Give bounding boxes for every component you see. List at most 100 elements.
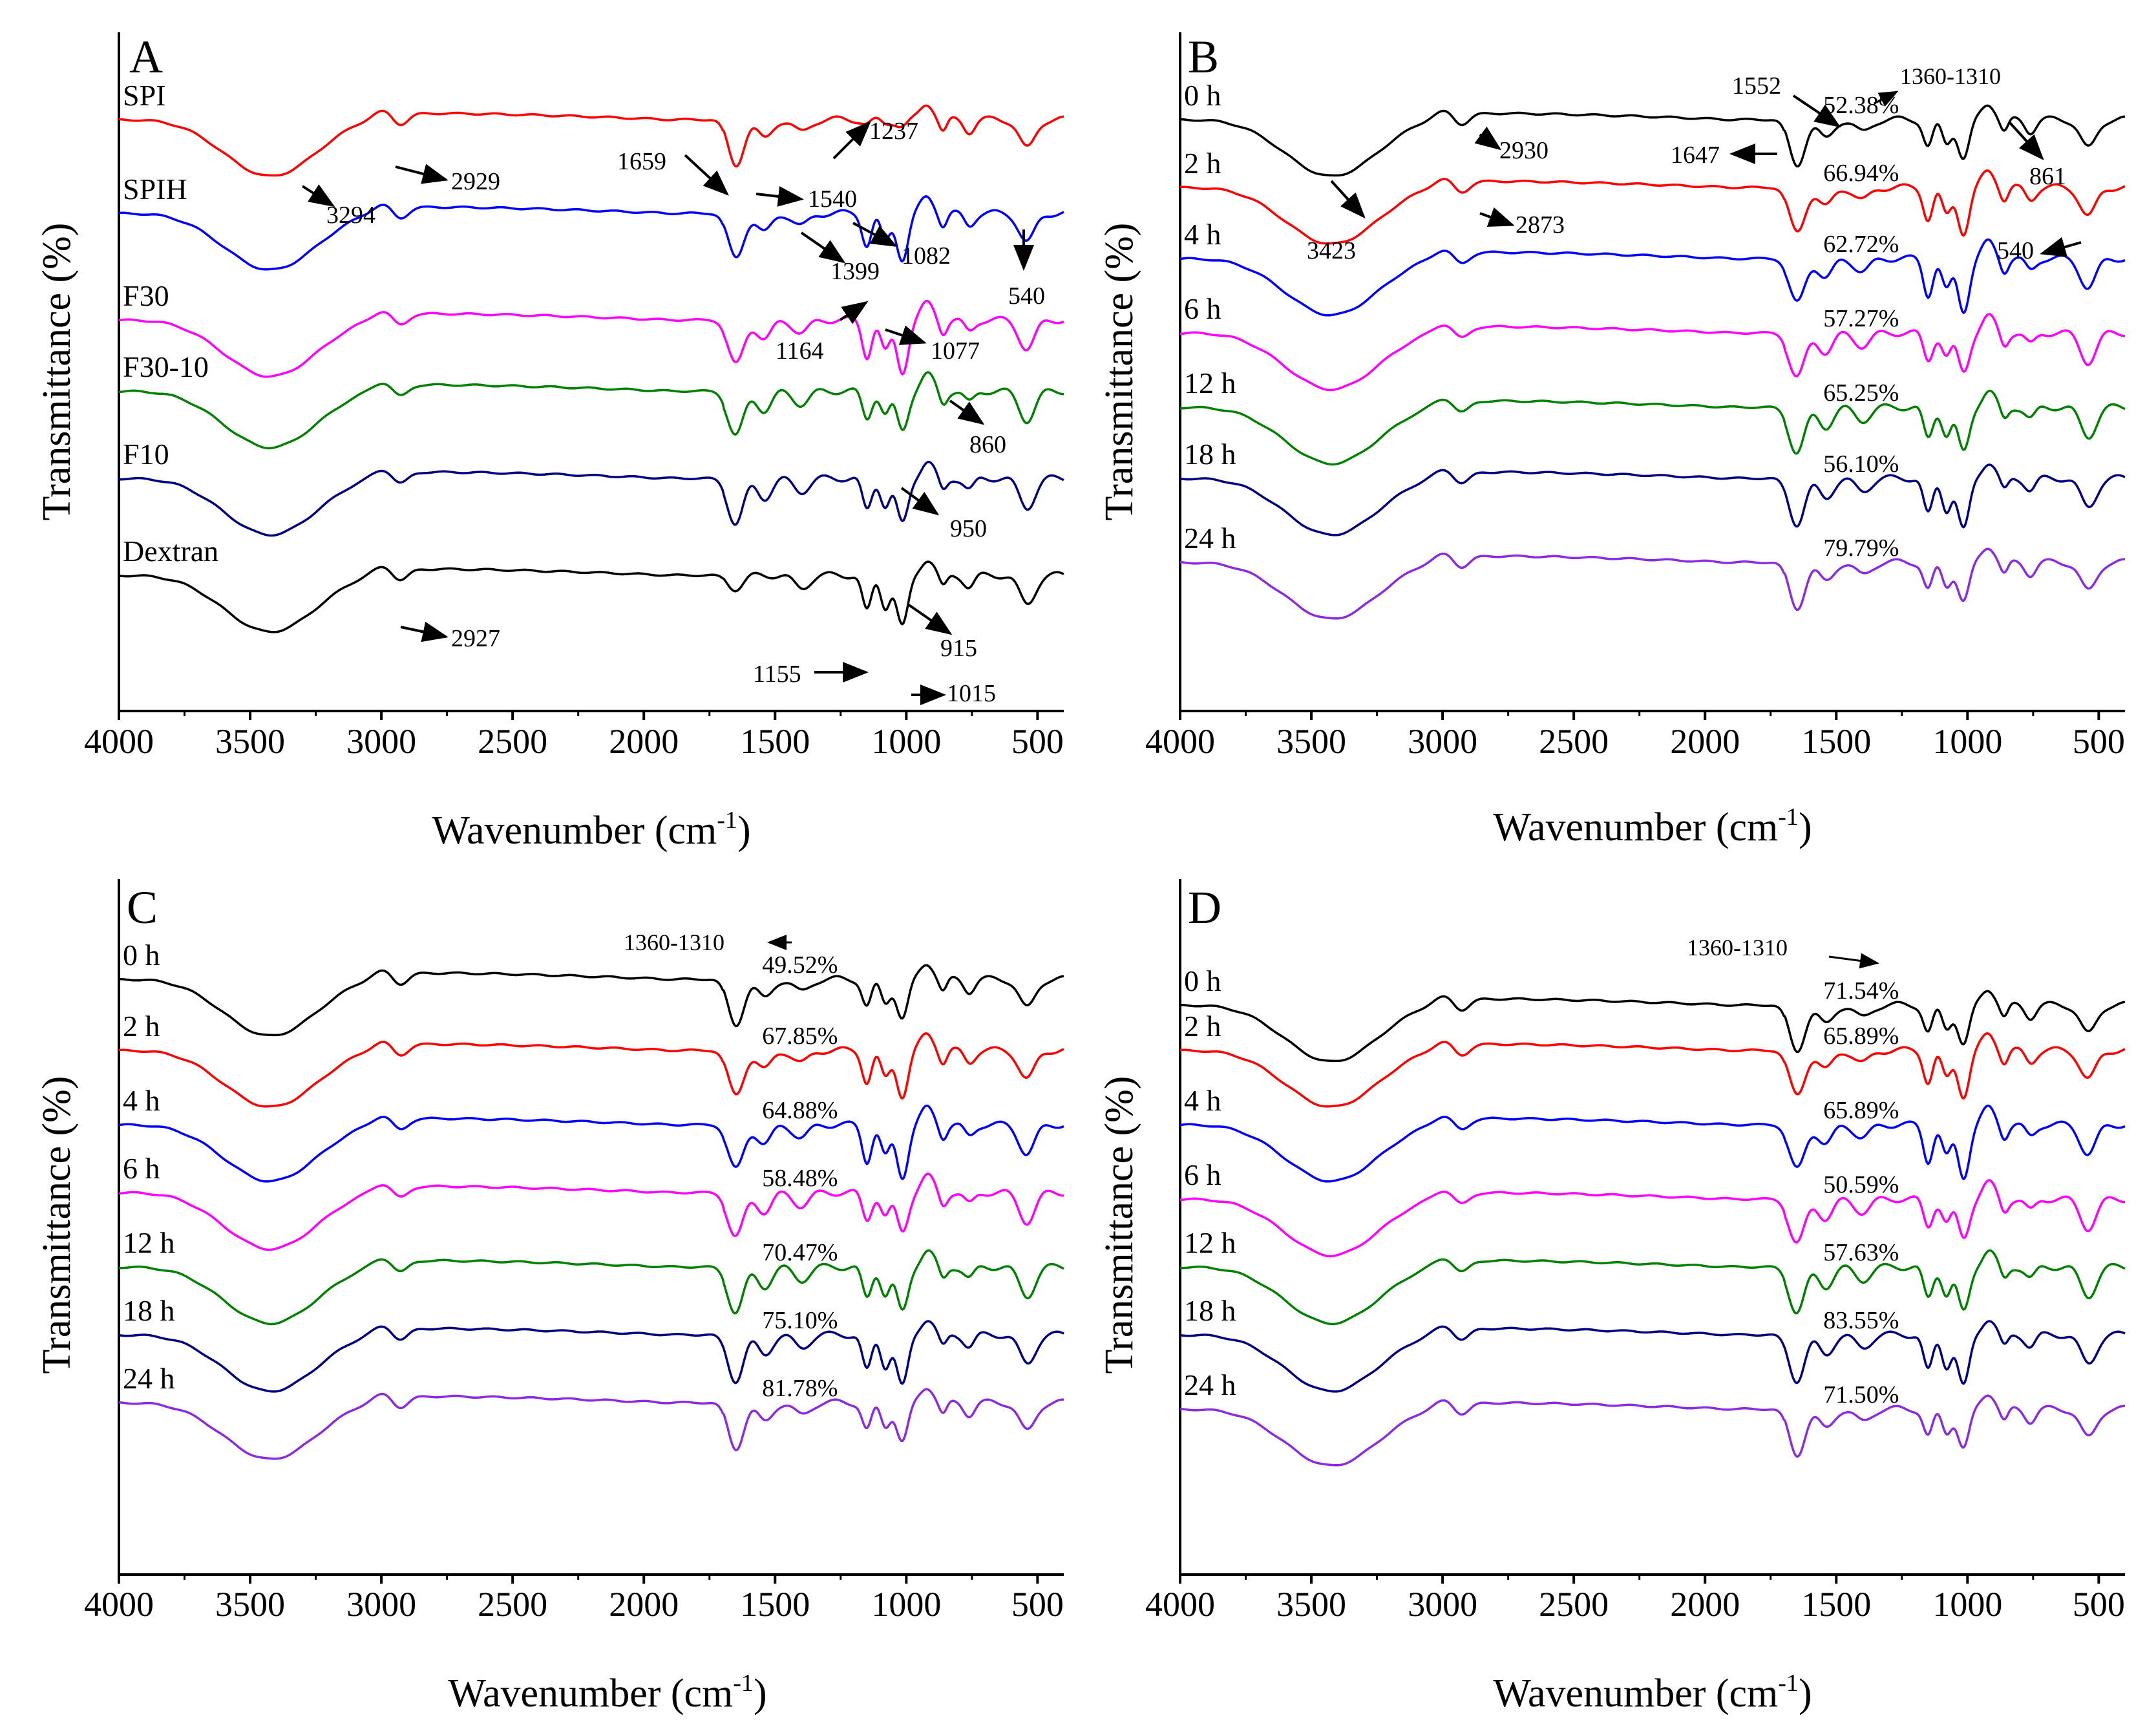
- series-ratio-label: 50.59%: [1823, 1171, 1899, 1198]
- x-tick-label: 3500: [1276, 722, 1346, 761]
- series-label: 12 h: [1184, 366, 1236, 399]
- panel-b-axes: 4000 3500 3000 2500 2000 1500 1000 500: [1145, 32, 2125, 761]
- spectrum-6-h: [1179, 313, 2126, 392]
- ann-b-2873: 2873: [1516, 211, 1565, 239]
- series-ratio-label: 75.10%: [762, 1307, 838, 1334]
- series-ratio-label: 62.72%: [1823, 231, 1899, 258]
- x-tick-label: 1500: [1801, 722, 1871, 761]
- ann-a-1659: 1659: [617, 148, 666, 175]
- panel-c-annotations: 1360-1310: [624, 929, 792, 955]
- spectrum-0-h: [1179, 104, 2126, 177]
- panel-letter-a: A: [129, 31, 163, 83]
- panel-c-axes: 4000 3500 3000 2500 2000 1500 1000 500: [84, 879, 1064, 1624]
- ann-b-861: 861: [2029, 163, 2066, 190]
- series-label: 4 h: [123, 1084, 160, 1117]
- spectrum-spih: [118, 195, 1064, 271]
- ann-a-1077: 1077: [931, 337, 980, 365]
- series-label: F30: [123, 279, 169, 312]
- ann-c-1360-1310: 1360-1310: [624, 929, 724, 955]
- spectrum-6-h: [1179, 1179, 2126, 1258]
- series-label: 6 h: [1184, 1158, 1221, 1191]
- series-label: F30-10: [123, 350, 209, 383]
- series-ratio-label: 66.94%: [1823, 160, 1899, 187]
- series-label: 18 h: [1184, 438, 1236, 471]
- x-tick-label: 3500: [215, 1585, 285, 1624]
- ann-b-540: 540: [1997, 237, 2034, 264]
- panel-a-xlabel: Wavenumber (cm-1): [432, 807, 750, 853]
- spectrum-12-h: [1179, 1249, 2126, 1326]
- panel-a: A 4000 3500 3000 2500 2000 1500 1000 500 Wavenu…: [35, 31, 1064, 853]
- ann-b-1647: 1647: [1671, 142, 1720, 169]
- x-tick-label: 3000: [346, 722, 416, 761]
- series-label: 2 h: [1184, 1010, 1221, 1043]
- x-tick-label: 4000: [84, 1585, 154, 1624]
- ann-a-1155: 1155: [753, 661, 801, 688]
- ann-a-540: 540: [1008, 282, 1045, 310]
- spectrum-12-h: [118, 1249, 1064, 1326]
- panel-c-ylabel: Transmittance (%): [35, 1076, 79, 1374]
- ann-b-2930: 2930: [1499, 137, 1548, 164]
- series-ratio-label: 49.52%: [762, 951, 838, 979]
- spectrum-0-h: [1179, 990, 2126, 1063]
- panel-b: B 4000 3500 3000 2500 2000 1500 1000 500 Wavenu…: [1097, 31, 2126, 849]
- spectrum-18-h: [1179, 463, 2126, 536]
- series-label: 12 h: [123, 1226, 175, 1259]
- series-ratio-label: 79.79%: [1823, 535, 1899, 562]
- spectrum-24-h: [1179, 547, 2126, 620]
- x-tick-label: 500: [1011, 722, 1064, 761]
- series-label: 2 h: [123, 1010, 160, 1043]
- ann-a-2927: 2927: [451, 625, 500, 652]
- x-tick-label: 3500: [215, 722, 285, 761]
- series-label: 12 h: [1184, 1226, 1236, 1259]
- panel-d-axes: 4000 3500 3000 2500 2000 1500 1000 500: [1145, 879, 2125, 1624]
- series-label: 24 h: [1184, 1368, 1236, 1401]
- panel-letter-d: D: [1188, 882, 1221, 933]
- ann-a-915: 915: [940, 635, 977, 662]
- panel-b-annotations: 1552 1360-1310 2930 1647 861 3423 2873 5…: [1307, 63, 2082, 264]
- ann-a-1399: 1399: [830, 258, 880, 285]
- x-tick-label: 500: [1011, 1585, 1064, 1624]
- x-tick-label: 1000: [871, 722, 941, 761]
- x-tick-label: 500: [2073, 722, 2125, 761]
- spectrum-0-h: [118, 964, 1064, 1037]
- x-tick-label: 2000: [609, 1585, 679, 1624]
- series-ratio-label: 65.89%: [1823, 1097, 1899, 1124]
- ann-a-1540: 1540: [808, 186, 857, 213]
- panel-letter-b: B: [1188, 31, 1219, 83]
- x-tick-label: 3000: [1408, 1585, 1477, 1624]
- panel-c: C 4000 3500 3000 2500 2000 1500 1000 500 Wavenu…: [35, 879, 1064, 1715]
- ann-a-1082: 1082: [902, 242, 951, 270]
- x-tick-label: 3000: [1408, 722, 1477, 761]
- series-label: 6 h: [123, 1152, 160, 1185]
- series-label: 2 h: [1184, 147, 1221, 180]
- ann-a-1015: 1015: [947, 680, 996, 707]
- ann-b-1552: 1552: [1732, 72, 1781, 100]
- series-ratio-label: 67.85%: [762, 1023, 838, 1050]
- series-ratio-label: 65.25%: [1823, 379, 1899, 407]
- series-label: 24 h: [123, 1362, 175, 1395]
- panel-d-annotations: 1360-1310: [1687, 935, 1879, 969]
- x-tick-label: 2500: [1539, 1585, 1609, 1624]
- series-label: SPI: [123, 79, 165, 112]
- spectrum-2-h: [1179, 169, 2126, 245]
- x-tick-label: 2500: [1539, 722, 1609, 761]
- x-tick-label: 2000: [609, 722, 679, 761]
- x-tick-label: 4000: [1145, 1585, 1215, 1624]
- series-ratio-label: 81.78%: [762, 1375, 838, 1402]
- spectrum-f10: [118, 460, 1064, 537]
- series-ratio-label: 71.54%: [1823, 977, 1899, 1004]
- spectrum-12-h: [1179, 389, 2126, 466]
- ann-a-2929: 2929: [451, 168, 500, 195]
- x-tick-label: 1500: [740, 1585, 810, 1624]
- panel-b-ylabel: Transmittance (%): [1097, 223, 1141, 521]
- spectrum-18-h: [1179, 1320, 2126, 1393]
- series-label: 0 h: [123, 939, 160, 971]
- x-tick-label: 4000: [1145, 722, 1215, 761]
- ann-a-950: 950: [950, 515, 987, 542]
- series-label: F10: [123, 438, 169, 471]
- series-label: 0 h: [1184, 964, 1221, 997]
- series-label: 18 h: [123, 1294, 175, 1327]
- ann-a-3294: 3294: [326, 202, 375, 229]
- panel-letter-c: C: [127, 882, 158, 933]
